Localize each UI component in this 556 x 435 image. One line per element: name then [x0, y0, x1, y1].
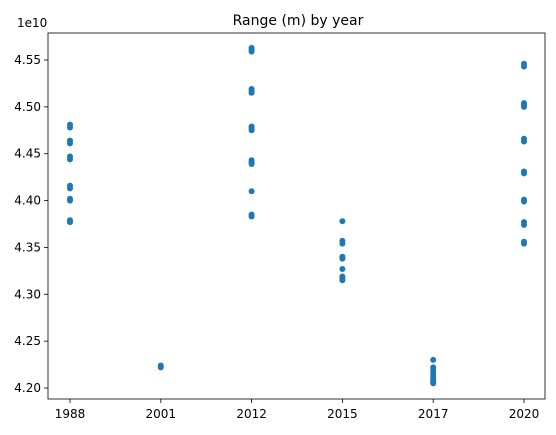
x-tick-label: 1988 [55, 407, 86, 421]
plot-frame [47, 32, 546, 400]
data-point [521, 103, 527, 110]
y-axis: 4.20 4.25 4.30 4.35 4.40 4.45 4.50 4.55 [14, 53, 48, 395]
data-point [248, 161, 255, 168]
y-tick-label: 4.50 [14, 100, 41, 114]
y-tick-label: 4.40 [14, 194, 41, 208]
data-point [67, 185, 73, 192]
data-point [521, 63, 527, 70]
data-point [248, 48, 255, 55]
y-tick-label: 4.55 [14, 53, 41, 67]
x-tick-label: 2017 [418, 407, 449, 421]
x-tick-label: 2001 [146, 407, 177, 421]
data-point [67, 219, 73, 226]
data-point [339, 277, 346, 284]
data-point [339, 218, 346, 225]
y-tick-label: 4.35 [14, 240, 41, 254]
data-point [521, 170, 527, 177]
data-point [67, 156, 73, 163]
data-point [67, 140, 73, 147]
data-point [248, 188, 255, 195]
data-point [521, 221, 527, 228]
data-points [67, 44, 527, 387]
data-point [339, 255, 346, 262]
data-point [430, 356, 437, 363]
data-point [157, 364, 164, 371]
data-point [67, 197, 73, 204]
data-point [248, 213, 255, 220]
data-point [248, 89, 255, 96]
data-point [67, 124, 73, 131]
x-axis: 1988 2001 2012 2015 2017 2020 [55, 399, 540, 421]
data-point [339, 265, 346, 272]
y-tick-label: 4.30 [14, 287, 41, 301]
data-point [248, 127, 255, 134]
x-tick-label: 2020 [509, 407, 540, 421]
y-tick-label: 4.20 [14, 381, 41, 395]
y-tick-label: 4.45 [14, 147, 41, 161]
data-point [521, 240, 527, 247]
x-tick-label: 2015 [327, 407, 358, 421]
y-tick-label: 4.25 [14, 334, 41, 348]
data-point [339, 240, 346, 247]
x-tick-label: 2012 [236, 407, 267, 421]
data-point [430, 380, 437, 387]
data-point [521, 198, 527, 205]
data-point [521, 138, 527, 145]
chart-title: Range (m) by year [233, 13, 364, 29]
y-axis-offset-label: 1e10 [17, 16, 47, 30]
